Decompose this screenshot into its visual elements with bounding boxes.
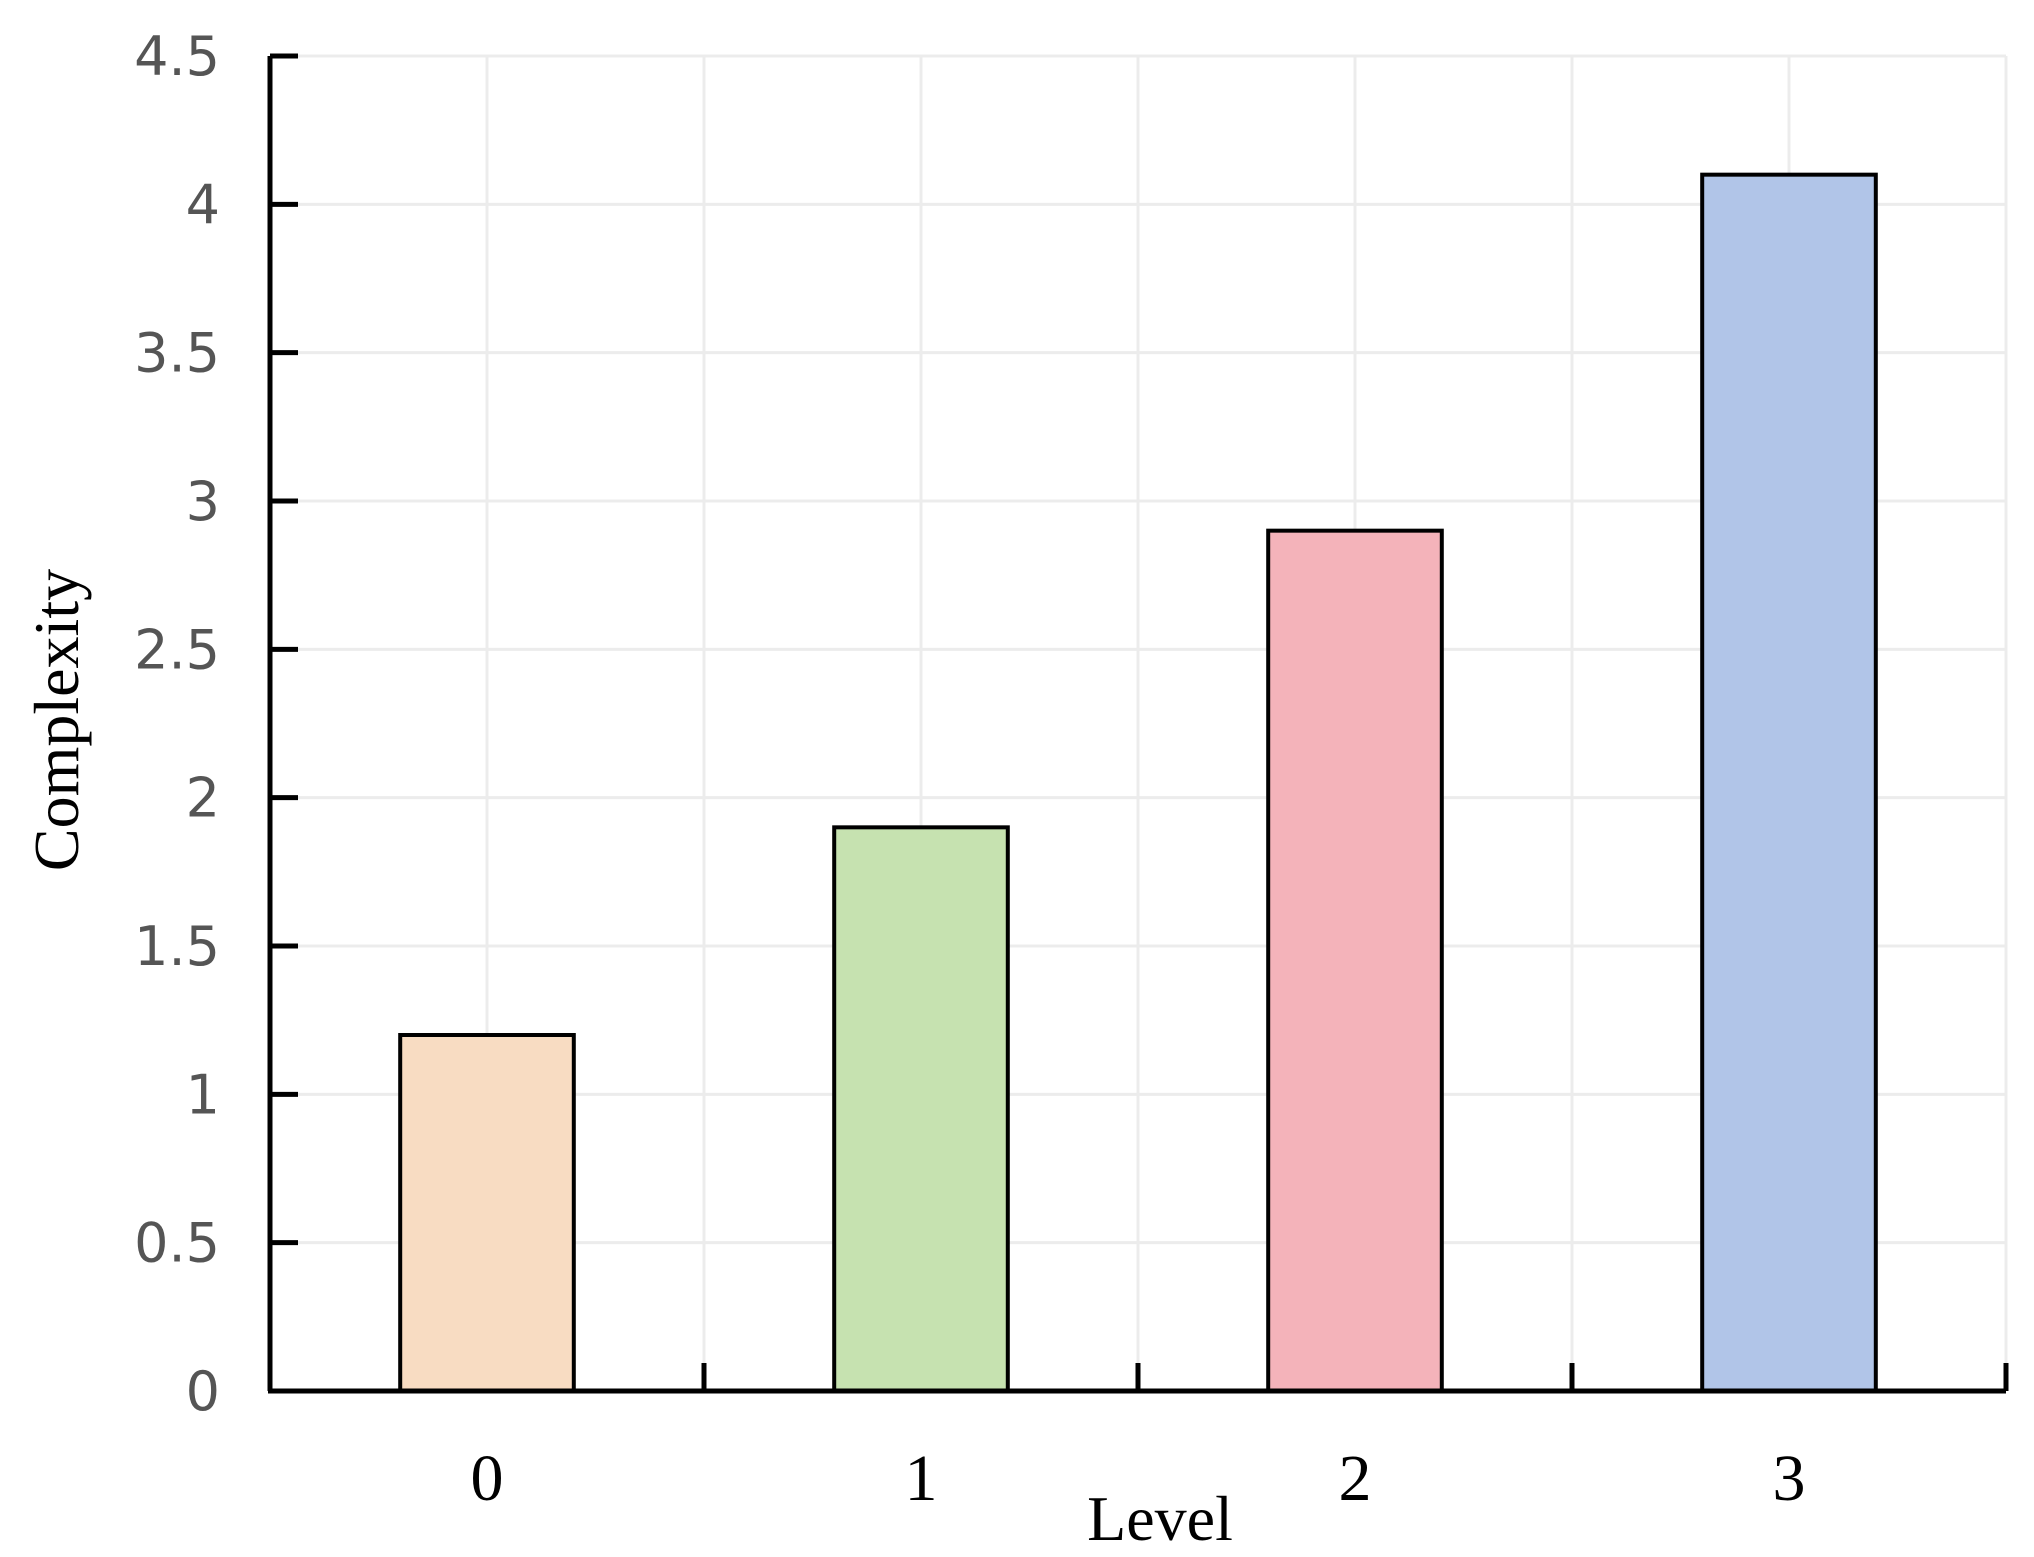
y-tick-label: 0.5	[134, 1212, 220, 1275]
y-tick-label: 1	[186, 1063, 220, 1126]
y-tick-label: 2	[186, 767, 220, 830]
x-axis-title: Level	[1087, 1483, 1233, 1554]
x-tick-labels: 0 1 2 3	[471, 1442, 1806, 1515]
x-tick-label: 2	[1339, 1442, 1372, 1515]
y-tick-label: 2.5	[134, 618, 220, 681]
x-tick-label: 1	[905, 1442, 938, 1515]
y-tick-label: 3	[186, 470, 220, 533]
y-tick-label: 3.5	[134, 322, 220, 385]
y-tick-label: 4.5	[134, 25, 220, 88]
bar-level-3	[1700, 172, 1878, 1394]
y-tick-labels: 0 0.5 1 1.5 2 2.5 3 3.5 4 4.5	[134, 25, 220, 1423]
bar-level-1	[832, 825, 1010, 1393]
x-tick-label: 0	[471, 1442, 504, 1515]
axes	[267, 53, 2009, 1394]
y-tick-label: 0	[186, 1360, 220, 1423]
y-tick-label: 1.5	[134, 915, 220, 978]
bar-level-2	[1266, 528, 1444, 1393]
y-axis-title: Complexity	[21, 569, 92, 871]
y-tick-label: 4	[186, 173, 220, 236]
x-tick-label: 3	[1773, 1442, 1806, 1515]
bars	[398, 172, 1878, 1394]
bar-level-0	[398, 1033, 576, 1393]
